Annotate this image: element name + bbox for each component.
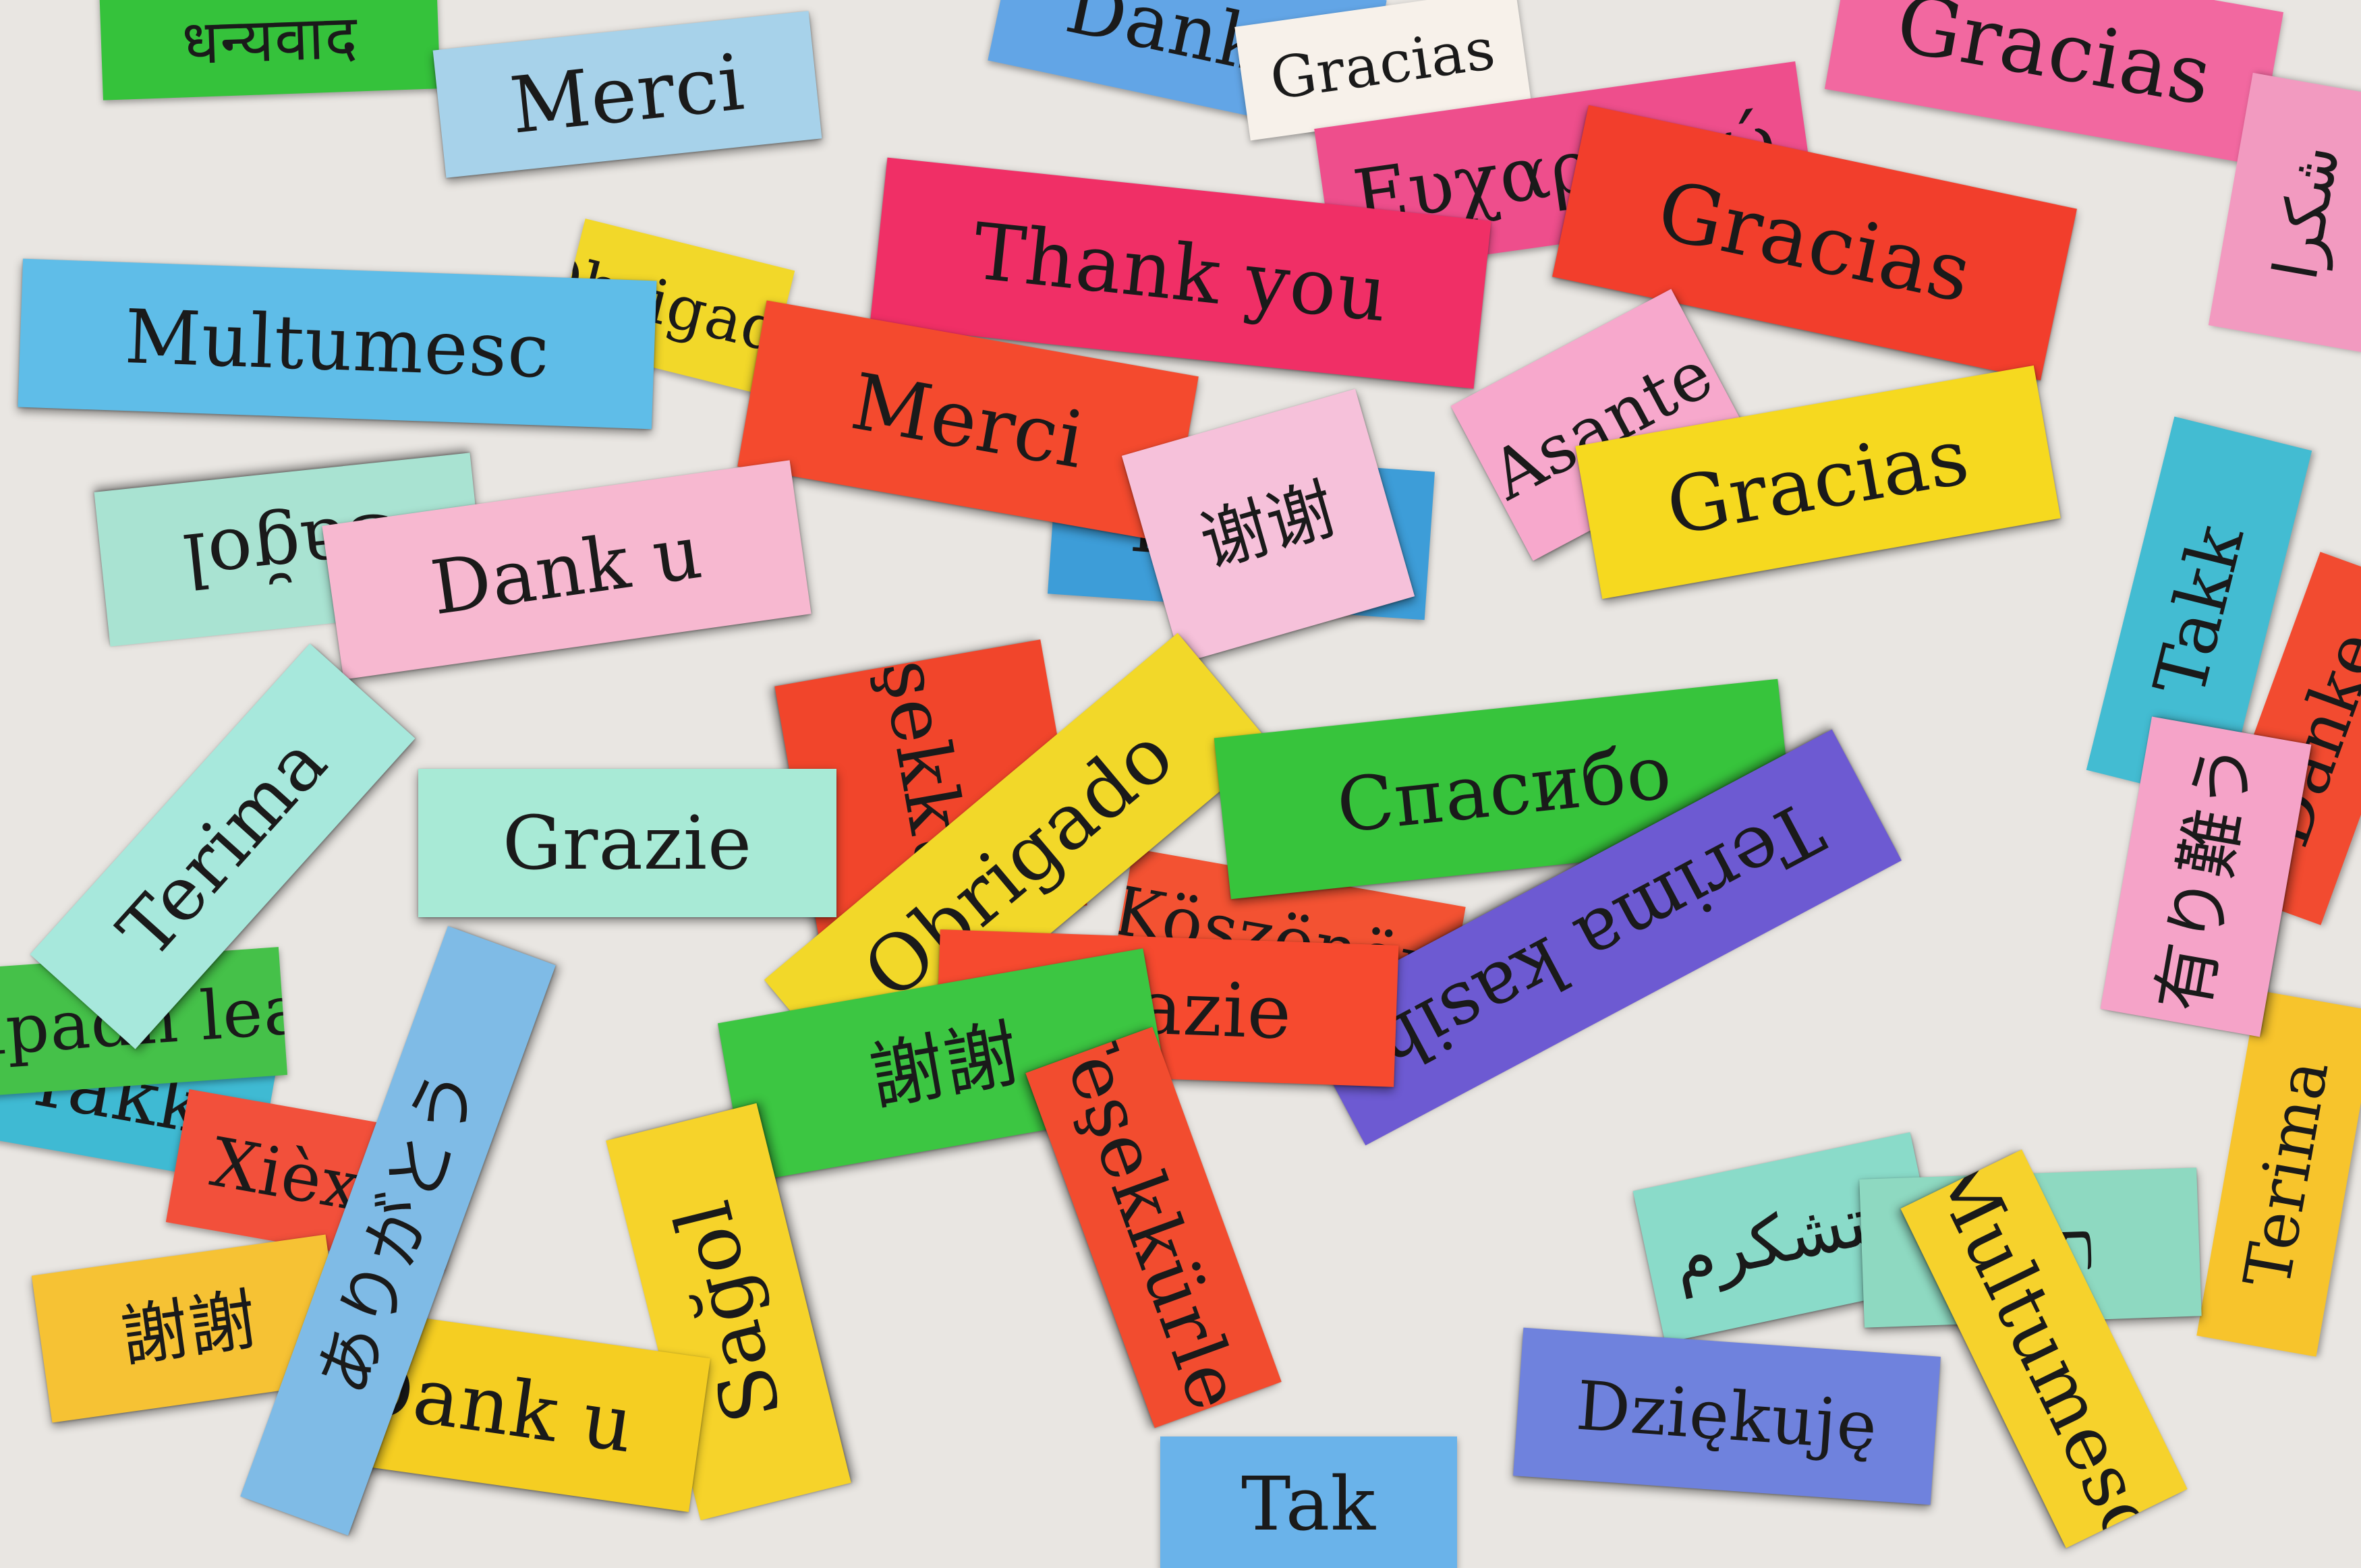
paper-strip: Terima bbox=[2196, 990, 2361, 1357]
strip-word: Multumesc bbox=[123, 293, 552, 395]
strip-word: Dank u bbox=[426, 508, 708, 632]
strip-word: Thank you bbox=[969, 206, 1392, 340]
strip-word: 謝謝 bbox=[863, 1010, 1026, 1122]
strip-word: 有り難う bbox=[2142, 735, 2269, 1018]
paper-strip: Grazie bbox=[418, 769, 836, 917]
strip-word: Grazie bbox=[502, 800, 753, 886]
strip-word: Terima bbox=[2229, 1053, 2343, 1294]
strip-word: Tak bbox=[1241, 1461, 1377, 1547]
strip-word: Teşekkürler bbox=[1035, 1026, 1272, 1428]
paper-strip: Tak bbox=[1160, 1436, 1457, 1568]
strip-word: Dziękuję bbox=[1573, 1366, 1881, 1466]
paper-strip: Merci bbox=[432, 11, 822, 178]
strip-word: Gracias bbox=[1649, 163, 1980, 322]
strip-word: Merci bbox=[845, 356, 1091, 486]
strip-word: Gracias bbox=[1266, 15, 1500, 113]
strip-word: Gracias bbox=[1660, 411, 1976, 553]
strip-word: धन्यवाद bbox=[181, 1, 359, 79]
strip-word: Спасибо bbox=[1332, 728, 1676, 850]
strip-word: شكرا bbox=[2260, 140, 2354, 285]
paper-strip: धन्यवाद bbox=[99, 0, 440, 100]
strip-word: 谢谢 bbox=[1191, 469, 1345, 583]
paper-strip: Multumesc bbox=[18, 258, 657, 430]
strip-word: Merci bbox=[506, 36, 749, 152]
strip-word: Gracias bbox=[1889, 0, 2219, 124]
paper-strip: Gracias bbox=[1824, 0, 2284, 165]
strip-word: Takk bbox=[2138, 517, 2260, 704]
paper-strip: Dziękuję bbox=[1513, 1327, 1941, 1505]
strip-word: Terima bbox=[101, 718, 344, 975]
strip-word: 謝謝 bbox=[115, 1279, 262, 1377]
paper-strip: Teşekkürler bbox=[1025, 1026, 1282, 1428]
